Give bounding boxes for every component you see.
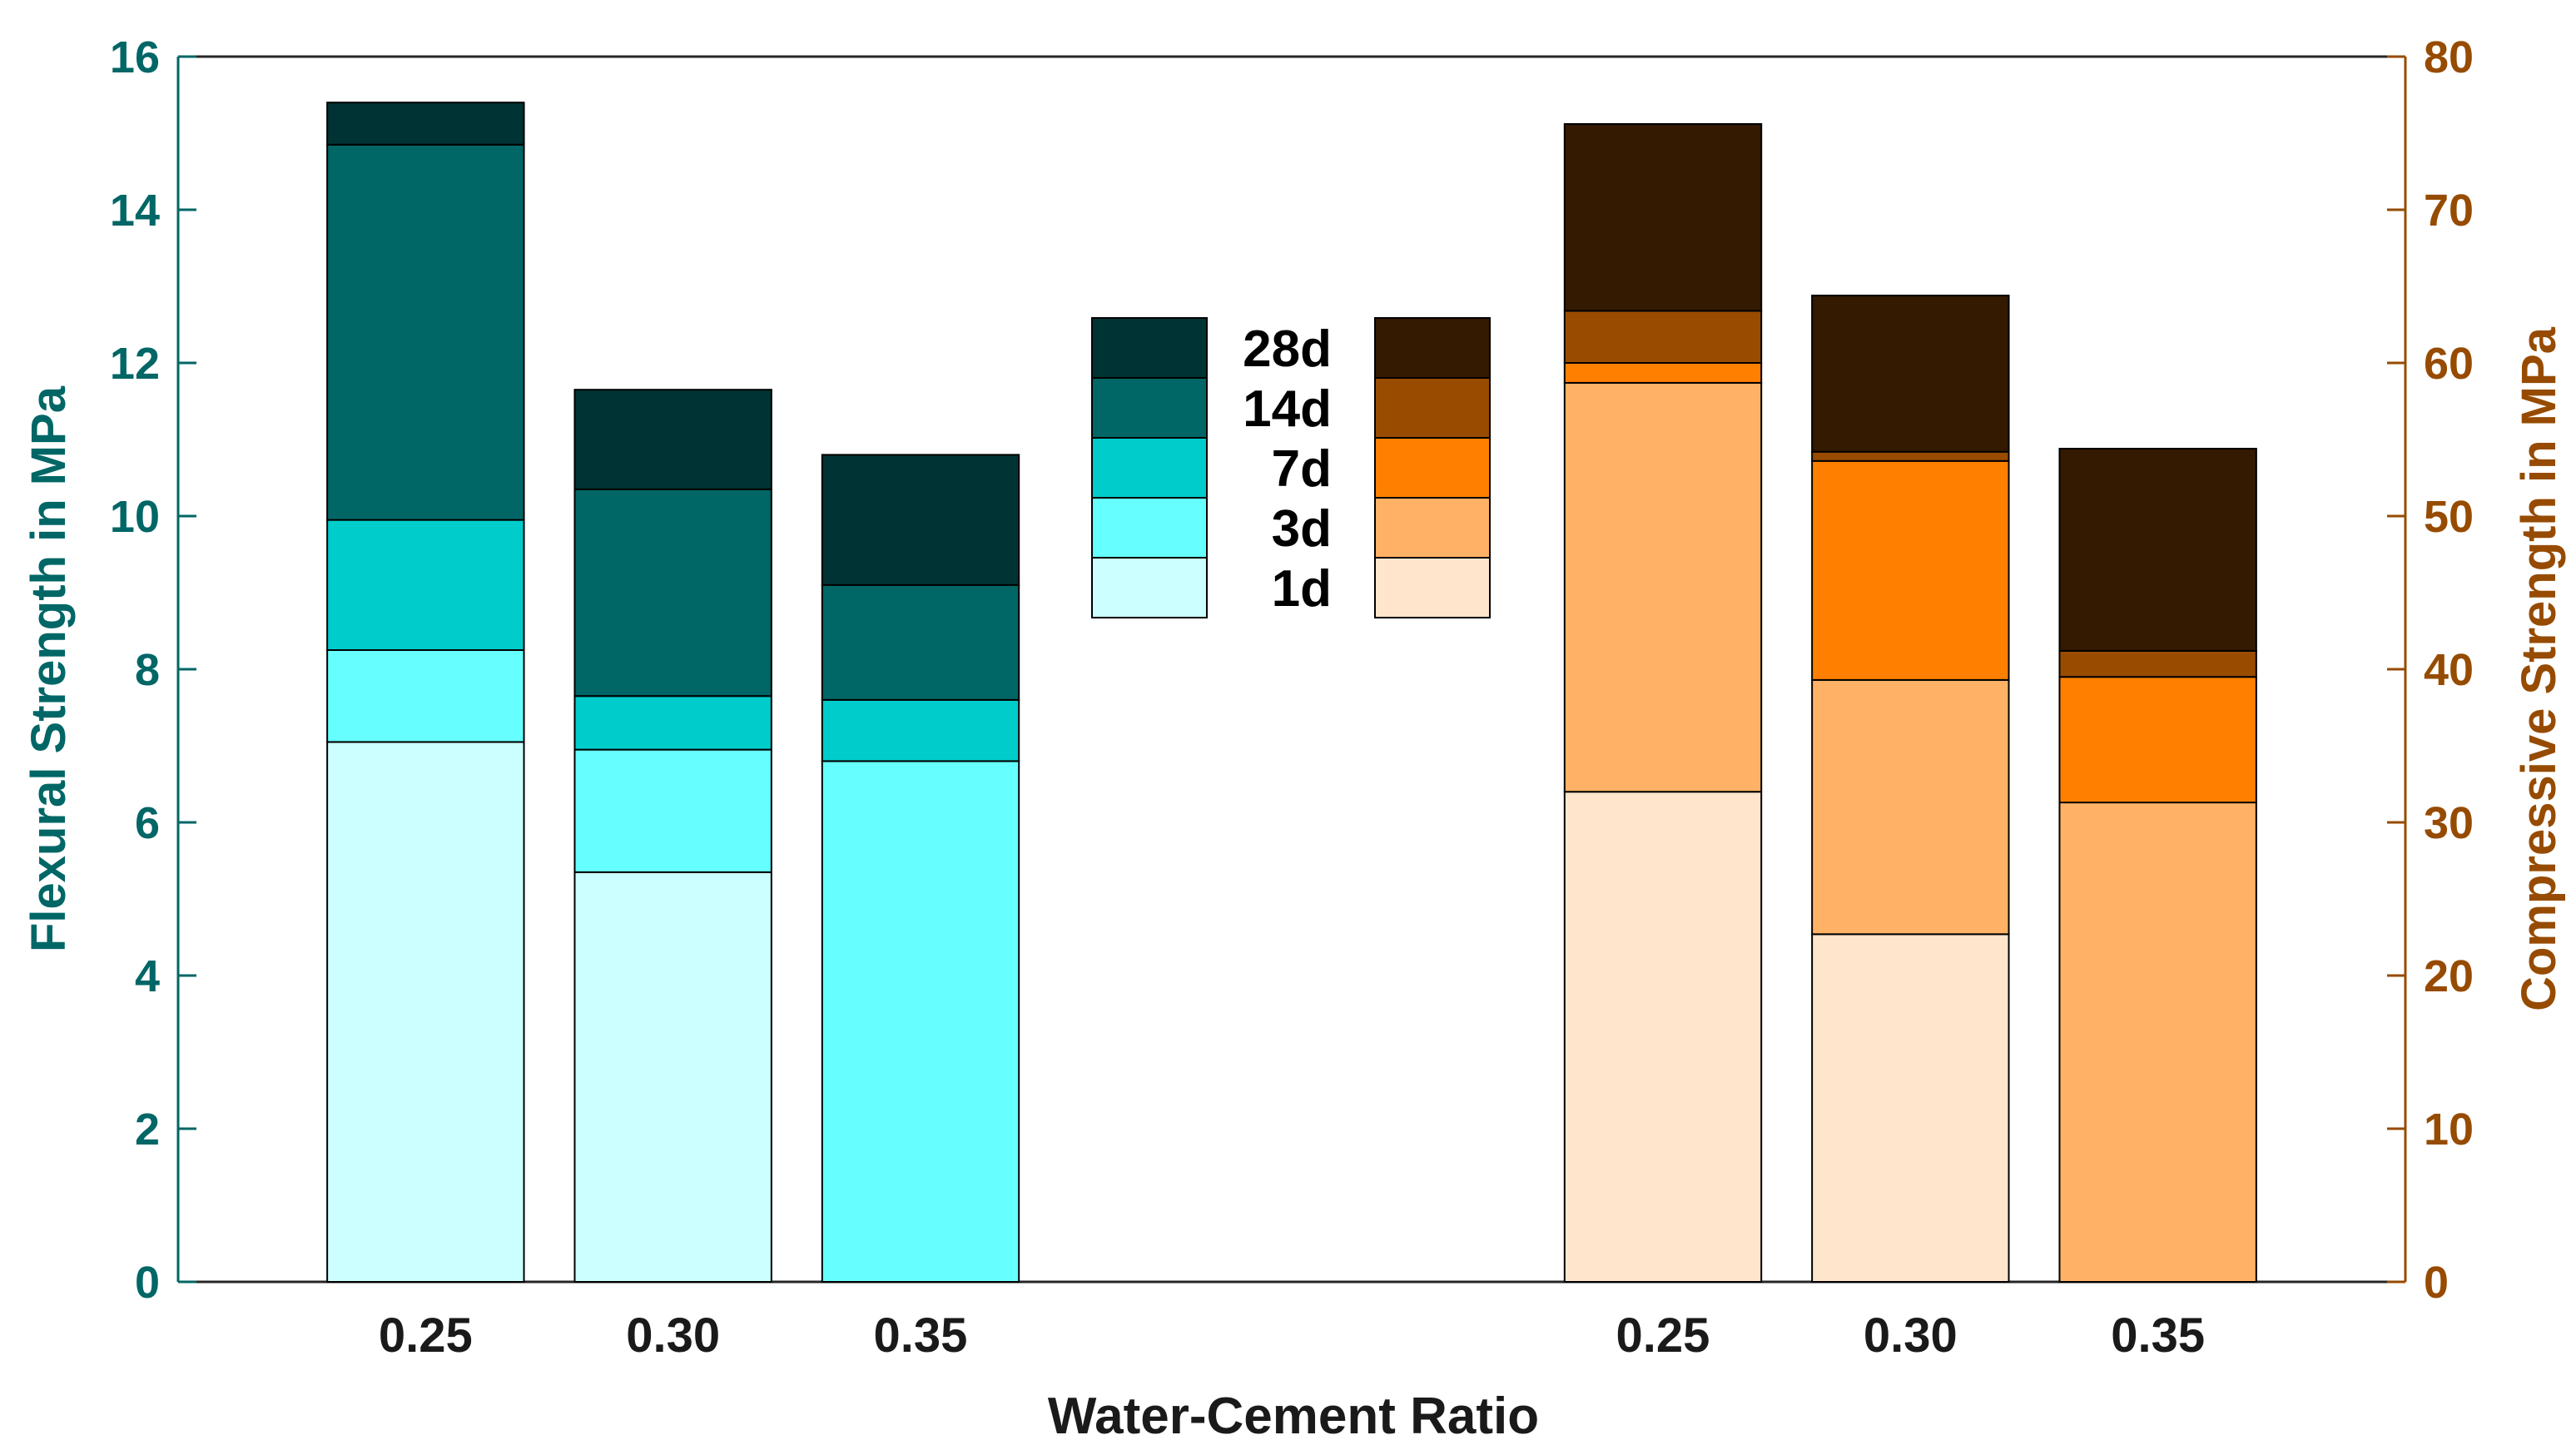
legend-swatch-compressive-28d — [1374, 317, 1491, 379]
left-tick-label: 4 — [135, 951, 160, 1001]
right-tick-label: 40 — [2424, 645, 2474, 695]
x-tick-label: 0.30 — [626, 1308, 720, 1363]
left-tick-label: 10 — [110, 492, 160, 542]
right-tick-label: 60 — [2424, 339, 2474, 389]
x-tick-label: 0.25 — [1616, 1308, 1710, 1363]
legend-swatch-flexural-1d — [1091, 557, 1208, 618]
flexural-bar-0.35-3d — [821, 760, 1020, 1283]
legend-swatch-flexural-7d — [1091, 437, 1208, 499]
compressive-bar-0.35-7d — [2058, 676, 2257, 804]
compressive-bar-0.25-1d — [1563, 791, 1763, 1283]
left-tick-label: 16 — [110, 32, 160, 82]
right-tick-label: 70 — [2424, 186, 2474, 236]
legend-swatch-compressive-14d — [1374, 377, 1491, 439]
flexural-bar-0.25-1d — [326, 741, 525, 1283]
left-tick-label: 8 — [135, 645, 160, 695]
compressive-bar-0.35-3d — [2058, 802, 2257, 1283]
right-tick-label: 30 — [2424, 798, 2474, 848]
left-tick-label: 14 — [110, 186, 160, 236]
compressive-bar-0.25-28d — [1563, 122, 1763, 312]
x-tick-label: 0.30 — [1864, 1308, 1958, 1363]
legend-swatch-compressive-3d — [1374, 497, 1491, 559]
x-axis-title: Water-Cement Ratio — [1048, 1388, 1539, 1445]
left-tick-label: 0 — [135, 1258, 160, 1308]
flexural-bar-0.25-7d — [326, 519, 525, 651]
compressive-bar-0.35-14d — [2058, 649, 2257, 678]
x-tick-label: 0.35 — [874, 1308, 968, 1363]
right-axis-title: Compressive Strength in MPa — [2512, 326, 2566, 1011]
left-tick-label: 6 — [135, 798, 160, 848]
flexural-bar-0.25-3d — [326, 649, 525, 743]
compressive-bar-0.30-7d — [1811, 459, 2010, 681]
x-tick-label: 0.35 — [2111, 1308, 2205, 1363]
flexural-bar-0.35-28d — [821, 454, 1020, 586]
right-tick-label: 0 — [2424, 1258, 2449, 1308]
legend-swatch-compressive-1d — [1374, 557, 1491, 618]
flexural-bar-0.35-7d — [821, 698, 1020, 762]
right-tick-label: 50 — [2424, 492, 2474, 542]
flexural-bar-0.25-14d — [326, 143, 525, 521]
flexural-bar-0.30-7d — [573, 695, 772, 751]
legend-label-7d: 7d — [1272, 440, 1332, 498]
compressive-bar-0.35-28d — [2058, 448, 2257, 652]
left-axis-title: Flexural Strength in MPa — [22, 385, 76, 952]
right-tick-label: 80 — [2424, 32, 2474, 82]
x-axis-ticks: 0.25 0.30 0.35 0.25 0.30 0.35 — [379, 1308, 2205, 1363]
flexural-bar-0.25-28d — [326, 102, 525, 146]
left-axis-ticks: 0 2 4 6 8 10 12 14 16 — [110, 32, 196, 1308]
flexural-bar-0.35-14d — [821, 583, 1020, 701]
compressive-bar-0.25-3d — [1563, 381, 1763, 793]
flexural-bar-0.30-28d — [573, 389, 772, 490]
legend-swatch-flexural-28d — [1091, 317, 1208, 379]
legend-label-14d: 14d — [1243, 380, 1332, 438]
compressive-bar-0.25-14d — [1563, 310, 1763, 365]
compressive-bar-0.30-1d — [1811, 933, 2010, 1283]
flexural-bar-0.30-3d — [573, 748, 772, 873]
legend-swatch-flexural-14d — [1091, 377, 1208, 439]
compressive-bar-0.30-14d — [1811, 450, 2010, 462]
right-tick-label: 20 — [2424, 951, 2474, 1001]
bars-layer — [326, 102, 2257, 1284]
legend-label-3d: 3d — [1272, 500, 1332, 558]
legend-swatch-compressive-7d — [1374, 437, 1491, 499]
compressive-bar-0.25-7d — [1563, 362, 1763, 384]
compressive-bar-0.30-3d — [1811, 678, 2010, 936]
left-tick-label: 12 — [110, 339, 160, 389]
right-axis-ticks: 0 10 20 30 40 50 60 70 80 — [2387, 32, 2474, 1308]
flexural-bar-0.30-1d — [573, 871, 772, 1284]
x-tick-label: 0.25 — [379, 1308, 473, 1363]
legend-swatch-flexural-3d — [1091, 497, 1208, 559]
flexural-bar-0.30-14d — [573, 488, 772, 698]
legend-label-28d: 28d — [1243, 320, 1332, 378]
right-tick-label: 10 — [2424, 1105, 2474, 1155]
legend-label-1d: 1d — [1272, 560, 1332, 618]
compressive-bar-0.30-28d — [1811, 295, 2010, 453]
left-tick-label: 2 — [135, 1105, 160, 1155]
